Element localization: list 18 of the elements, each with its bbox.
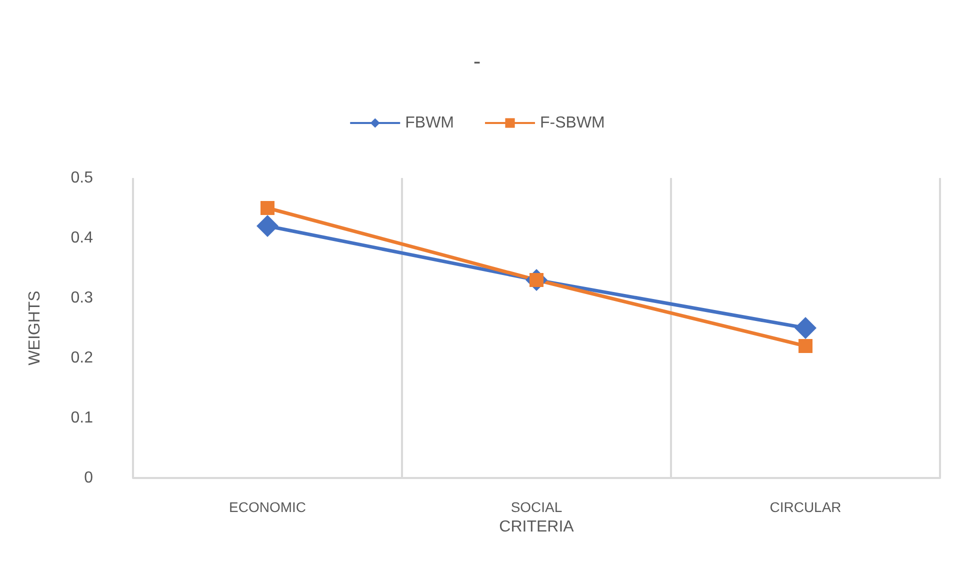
y-tick-label: 0.3 bbox=[70, 290, 94, 306]
y-tick-label: 0.5 bbox=[70, 170, 94, 186]
point bbox=[256, 215, 278, 237]
x-tick-label: ECONOMIC bbox=[229, 499, 306, 515]
chart-title: - bbox=[473, 48, 481, 74]
legend-label: FBWM bbox=[405, 114, 454, 132]
point bbox=[798, 339, 812, 353]
y-tick-label: 0.2 bbox=[70, 350, 94, 366]
y-axis-title: WEIGHTS bbox=[26, 290, 44, 366]
y-tick-label: 0.4 bbox=[70, 230, 94, 246]
y-tick-label: 0.1 bbox=[70, 410, 94, 426]
legend-label: F-SBWM bbox=[540, 114, 605, 132]
y-tick-label: 0 bbox=[84, 470, 94, 486]
x-tick-label: CIRCULAR bbox=[770, 499, 842, 515]
x-tick-label: SOCIAL bbox=[510, 499, 562, 515]
point bbox=[260, 201, 274, 215]
point bbox=[794, 317, 816, 339]
x-axis-title: CRITERIA bbox=[499, 518, 574, 536]
